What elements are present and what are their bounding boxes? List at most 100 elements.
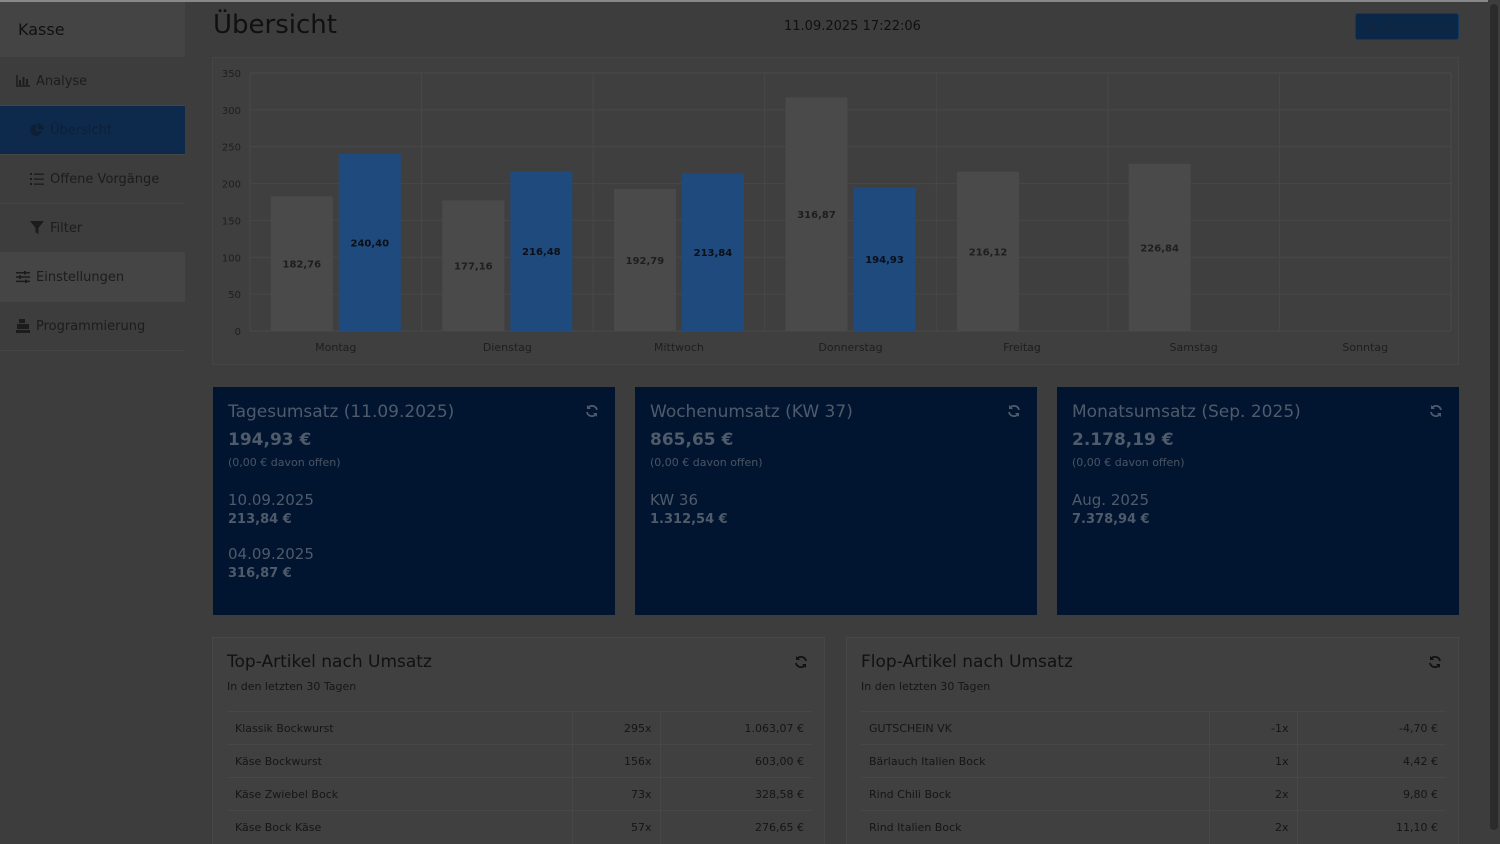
sidebar: Kasse Analyse Übersicht Offene Vorgänge … bbox=[0, 2, 185, 351]
x-tick-label: Montag bbox=[315, 341, 356, 354]
kpi-compare-label: Aug. 2025 bbox=[1072, 491, 1149, 509]
sidebar-item-filter[interactable]: Filter bbox=[0, 204, 185, 253]
y-tick-label: 200 bbox=[222, 180, 241, 191]
window-top-border bbox=[0, 0, 1500, 2]
article-amount: 328,58 € bbox=[659, 777, 812, 811]
bar-value-label: 216,48 bbox=[522, 247, 561, 258]
refresh-icon[interactable] bbox=[794, 654, 808, 668]
article-name: Käse Bockwurst bbox=[227, 744, 572, 778]
sidebar-item-einstellungen[interactable]: Einstellungen bbox=[0, 253, 185, 302]
sidebar-item-offene-vorgaenge[interactable]: Offene Vorgänge bbox=[0, 155, 185, 204]
sidebar-item-label: Filter bbox=[50, 220, 83, 236]
refresh-icon[interactable] bbox=[1429, 403, 1443, 417]
article-amount: 11,10 € bbox=[1296, 810, 1446, 844]
chart-bar bbox=[1128, 163, 1191, 331]
y-tick-label: 0 bbox=[235, 327, 241, 338]
refresh-icon[interactable] bbox=[585, 403, 599, 417]
bar-value-label: 213,84 bbox=[694, 248, 733, 259]
bar-chart-icon bbox=[1365, 20, 1377, 34]
chart-bar bbox=[613, 188, 676, 331]
kpi-compare-label: KW 36 bbox=[650, 491, 698, 509]
bar-value-label: 177,16 bbox=[454, 262, 493, 273]
flop-articles-panel: Flop-Artikel nach Umsatz In den letzten … bbox=[846, 637, 1459, 844]
bar-chart-icon bbox=[16, 74, 30, 88]
table-row[interactable]: Käse Zwiebel Bock 73x 328,58 € bbox=[227, 777, 812, 811]
article-qty: 295x bbox=[571, 711, 660, 745]
bar-value-label: 216,12 bbox=[969, 247, 1008, 258]
sidebar-item-label: Analyse bbox=[36, 73, 88, 89]
x-tick-label: Dienstag bbox=[483, 341, 532, 354]
article-qty: -1x bbox=[1208, 711, 1297, 745]
table-row[interactable]: Klassik Bockwurst 295x 1.063,07 € bbox=[227, 711, 812, 745]
chart-svg: 0 50 100 150 200 250 300 350 182,76 240,40 Montag 1… bbox=[222, 69, 1452, 354]
chart-bar bbox=[270, 196, 333, 331]
table-row[interactable]: GUTSCHEIN VK -1x -4,70 € bbox=[861, 711, 1446, 745]
chart-bar bbox=[853, 187, 916, 331]
app-title: Kasse bbox=[0, 2, 185, 57]
kpi-compare-value: 213,84 € bbox=[228, 512, 292, 527]
kpi-compare: 04.09.2025 316,87 € bbox=[228, 545, 600, 581]
article-name: Klassik Bockwurst bbox=[227, 711, 572, 745]
article-amount: 1.063,07 € bbox=[659, 711, 812, 745]
panel-subtitle: In den letzten 30 Tagen bbox=[227, 680, 357, 693]
article-qty: 73x bbox=[571, 777, 660, 811]
kpi-compare-label: 10.09.2025 bbox=[228, 491, 314, 509]
top-articles-table: Klassik Bockwurst 295x 1.063,07 € Käse Boc… bbox=[227, 711, 812, 844]
y-tick-label: 50 bbox=[228, 290, 241, 301]
sidebar-item-uebersicht[interactable]: Übersicht bbox=[0, 106, 185, 155]
article-amount: 276,65 € bbox=[659, 810, 812, 844]
chart-bar bbox=[338, 153, 401, 331]
article-name: Bärlauch Italien Bock bbox=[861, 744, 1209, 778]
kpi-compare: 10.09.2025 213,84 € bbox=[228, 491, 600, 527]
scrollbar[interactable] bbox=[1488, 0, 1500, 844]
page-title: Übersicht bbox=[213, 10, 337, 40]
refresh-icon[interactable] bbox=[1007, 403, 1021, 417]
article-name: Käse Zwiebel Bock bbox=[227, 777, 572, 811]
article-name: Käse Bock Käse bbox=[227, 810, 572, 844]
table-row[interactable]: Käse Bockwurst 156x 603,00 € bbox=[227, 744, 812, 778]
bar-value-label: 316,87 bbox=[797, 210, 836, 221]
kpi-open-amount: (0,00 € davon offen) bbox=[1072, 456, 1185, 469]
table-row[interactable]: Bärlauch Italien Bock 1x 4,42 € bbox=[861, 744, 1446, 778]
article-amount: 4,42 € bbox=[1296, 744, 1446, 778]
y-tick-label: 250 bbox=[222, 143, 241, 154]
x-tick-label: Sonntag bbox=[1342, 341, 1388, 354]
kpi-compare-value: 1.312,54 € bbox=[650, 512, 728, 527]
article-name: Rind Italien Bock bbox=[861, 810, 1209, 844]
y-tick-label: 350 bbox=[222, 69, 241, 80]
table-row[interactable]: Käse Bock Käse 57x 276,65 € bbox=[227, 810, 812, 844]
bar-value-label: 240,40 bbox=[350, 238, 389, 249]
sidebar-item-analyse[interactable]: Analyse bbox=[0, 57, 185, 106]
article-name: Rind Chili Bock bbox=[861, 777, 1209, 811]
kpi-open-amount: (0,00 € davon offen) bbox=[650, 456, 763, 469]
y-tick-label: 300 bbox=[222, 106, 241, 117]
filter-icon bbox=[30, 221, 44, 235]
kpi-title: Tagesumsatz (11.09.2025) bbox=[228, 402, 455, 422]
kpi-compare: Aug. 2025 7.378,94 € bbox=[1072, 491, 1444, 527]
article-amount: 603,00 € bbox=[659, 744, 812, 778]
weekly-sales-chart: 0 50 100 150 200 250 300 350 182,76 240,40 Montag 1… bbox=[212, 57, 1459, 365]
sidebar-item-programmierung[interactable]: Programmierung bbox=[0, 302, 185, 351]
kpi-title: Monatsumsatz (Sep. 2025) bbox=[1072, 402, 1301, 422]
refresh-icon[interactable] bbox=[1428, 654, 1442, 668]
kpi-main-value: 194,93 € bbox=[228, 430, 312, 450]
cash-register-icon bbox=[16, 319, 30, 333]
sliders-icon bbox=[16, 270, 30, 284]
kpi-compare: KW 36 1.312,54 € bbox=[650, 491, 1022, 527]
kpi-card-month: Monatsumsatz (Sep. 2025) 2.178,19 € (0,0… bbox=[1057, 387, 1459, 615]
table-row[interactable]: Rind Chili Bock 2x 9,80 € bbox=[861, 777, 1446, 811]
x-tick-label: Freitag bbox=[1003, 341, 1041, 354]
scrollbar-thumb[interactable] bbox=[1490, 4, 1498, 830]
pie-chart-icon bbox=[30, 123, 44, 137]
bar-value-label: 226,84 bbox=[1140, 243, 1179, 254]
bar-value-label: 182,76 bbox=[282, 260, 321, 271]
article-amount: -4,70 € bbox=[1296, 711, 1446, 745]
kpi-main-value: 2.178,19 € bbox=[1072, 430, 1174, 450]
chart-bar bbox=[510, 171, 573, 331]
sidebar-item-label: Programmierung bbox=[36, 318, 146, 334]
chart-bar bbox=[681, 173, 744, 331]
table-row[interactable]: Rind Italien Bock 2x 11,10 € bbox=[861, 810, 1446, 844]
x-tick-label: Mittwoch bbox=[654, 341, 704, 354]
kpi-card-week: Wochenumsatz (KW 37) 865,65 € (0,00 € da… bbox=[635, 387, 1037, 615]
refresh-button[interactable]: Aktualisieren bbox=[1355, 13, 1459, 40]
